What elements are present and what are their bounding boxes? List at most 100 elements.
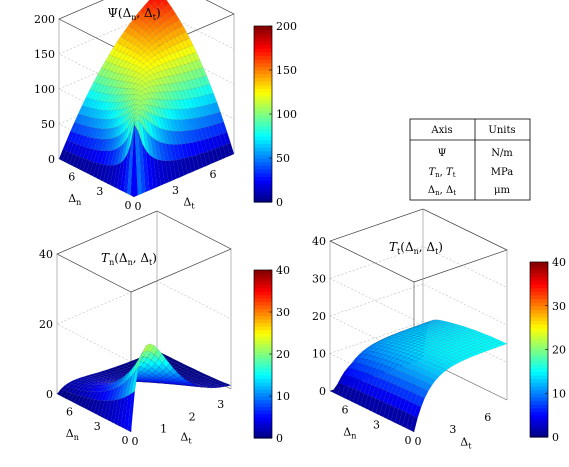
colorbar-band [530, 382, 548, 387]
surface-facet [427, 324, 436, 327]
colorbar-band [254, 270, 272, 275]
surface-facet [130, 83, 139, 90]
colorbar-band [254, 158, 272, 163]
surface-facet [454, 331, 463, 335]
colorbar-tick-label: 10 [276, 390, 290, 403]
colorbar-band [254, 406, 272, 411]
colorbar-band [254, 147, 272, 152]
colorbar-band [530, 291, 548, 296]
colorbar-band [530, 367, 548, 372]
surface-facet [100, 379, 109, 382]
surface-facet [387, 405, 395, 422]
colorbar-band [254, 403, 272, 408]
surface-facet [103, 165, 111, 184]
colorbar-tick-label: 30 [552, 300, 566, 313]
colorbar-band [254, 322, 272, 327]
surface-facet [355, 363, 364, 372]
z-gridline [329, 246, 508, 288]
colorbar-band [530, 283, 548, 289]
surface-facet [360, 381, 368, 394]
z-tick-label: 30 [312, 273, 326, 286]
surface-facet [447, 345, 457, 349]
surface-facet [458, 344, 468, 348]
surface-facet [448, 351, 457, 355]
colorbar-band [254, 51, 272, 56]
colorbar-band [254, 382, 272, 387]
surface-facet [136, 48, 145, 56]
surface-facet [115, 108, 124, 119]
surface-facet [375, 399, 384, 416]
surface-facet [113, 162, 121, 189]
colorbar-band [254, 385, 272, 390]
y-axis-label: Δn [343, 425, 356, 440]
surface-facet [440, 348, 449, 352]
x-axis-label: Δt [183, 196, 195, 211]
surface-facet [157, 159, 165, 186]
surface-facet [400, 352, 409, 358]
surface-facet [461, 331, 470, 335]
surface-facet [382, 380, 391, 392]
surface-facet [118, 375, 126, 388]
z-tick-label: 0 [46, 388, 53, 401]
y-tick-label: 6 [342, 403, 349, 416]
colorbar-band [530, 411, 548, 416]
surface-facet [206, 376, 215, 380]
surface-facet [150, 345, 159, 356]
colorbar-band [530, 287, 548, 292]
surface-facet [97, 400, 105, 417]
y-tick-label: 3 [373, 419, 380, 432]
colorbar-band [254, 194, 272, 199]
colorbar-band [254, 396, 272, 401]
colorbar-band [254, 136, 272, 141]
surface-facet [89, 149, 98, 163]
surface-facet [124, 393, 132, 431]
colorbar-band [530, 364, 548, 369]
colorbar-tick-label: 100 [276, 108, 297, 121]
surface-facet [199, 152, 208, 168]
surface-facet [60, 390, 68, 398]
colorbar-band [254, 308, 272, 313]
y-tick-label: 3 [94, 420, 101, 433]
surface-facet [172, 74, 181, 84]
colorbar-band [254, 357, 272, 362]
colorbar-band [254, 99, 272, 104]
colorbar-tick-label: 0 [276, 196, 283, 209]
surface-facet [158, 362, 167, 371]
surface-facet [110, 148, 119, 166]
surface-facet [121, 111, 130, 125]
surface-facet [107, 127, 116, 140]
surface-facet [179, 72, 188, 82]
surface-facet [103, 400, 112, 421]
colorbar-band [254, 66, 272, 71]
colorbar-band [254, 420, 272, 425]
surface-facet [104, 118, 113, 130]
colorbar-band [254, 434, 272, 439]
surface-facet [348, 388, 357, 403]
surface-facet [121, 126, 129, 147]
colorbar-band [530, 338, 548, 343]
surface-facet [175, 19, 184, 28]
surface-facet [111, 379, 120, 381]
surface-facet [366, 360, 375, 368]
colorbar-band [254, 389, 272, 394]
units-table-row-separation-axis: Δn, Δt [428, 185, 456, 197]
surface-facet [369, 344, 378, 349]
surface-facet [162, 358, 170, 368]
surface-facet [199, 376, 208, 380]
surface-facet [417, 396, 425, 408]
colorbar-band [530, 313, 548, 318]
surface-facet [93, 379, 101, 382]
surface-facet [147, 51, 156, 58]
surface-facet [401, 373, 410, 381]
colorbar-band [530, 418, 548, 424]
surface-facet [439, 334, 448, 338]
surface-facet [166, 46, 175, 55]
colorbar-band [530, 334, 548, 340]
surface-facet [107, 379, 116, 382]
surface-facet [86, 380, 95, 383]
surface-facet [65, 152, 74, 165]
colorbar-band [254, 424, 272, 429]
z-gridline [329, 278, 415, 320]
surface-facet [212, 382, 221, 385]
colorbar-band [254, 392, 272, 397]
